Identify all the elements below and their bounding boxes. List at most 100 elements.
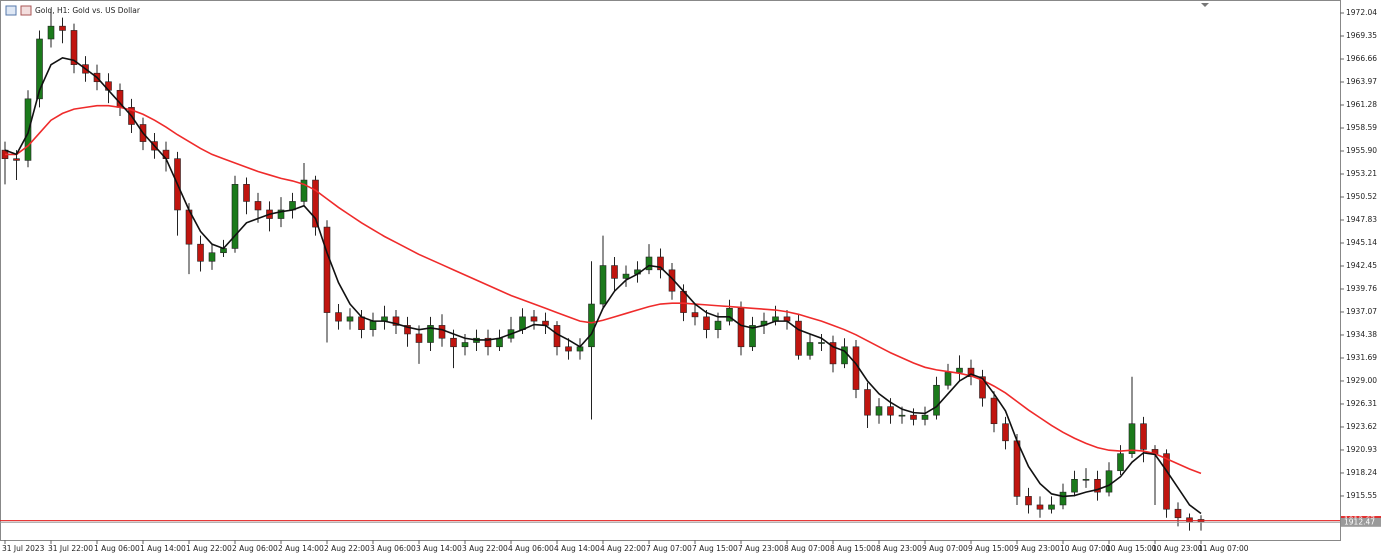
y-tick-label: 1945.14 — [1346, 238, 1377, 247]
x-tick-label: 9 Aug 07:00 — [922, 544, 968, 553]
x-tick-label: 1 Aug 06:00 — [94, 544, 140, 553]
x-tick-label: 8 Aug 15:00 — [830, 544, 876, 553]
candle-body — [427, 325, 434, 343]
y-tick-label: 1923.62 — [1346, 422, 1377, 431]
candle-body — [887, 406, 894, 416]
candle-body — [1013, 440, 1021, 497]
y-tick-label: 1918.24 — [1346, 468, 1377, 477]
x-tick-label: 10 Aug 15:00 — [1106, 544, 1157, 553]
candle-body — [910, 414, 917, 420]
candle-body — [726, 308, 733, 322]
shift-marker — [1201, 3, 1209, 7]
x-tick-label: 3 Aug 14:00 — [416, 544, 462, 553]
x-tick-label: 9 Aug 15:00 — [968, 544, 1014, 553]
candle-body — [944, 372, 952, 386]
candle-body — [484, 337, 492, 348]
x-tick-label: 4 Aug 22:00 — [600, 544, 646, 553]
candle-body — [1163, 453, 1170, 510]
candle-body — [197, 243, 204, 262]
candle-body — [24, 98, 32, 161]
x-tick-label: 8 Aug 07:00 — [784, 544, 830, 553]
candle-body — [1140, 423, 1147, 450]
candle-body — [933, 384, 940, 416]
candle-body — [588, 303, 595, 348]
candle-body — [645, 256, 653, 271]
candle-body — [921, 414, 929, 420]
x-tick-label: 8 Aug 23:00 — [876, 544, 922, 553]
candle-body — [657, 256, 664, 271]
candle-body — [668, 269, 676, 292]
candle-body — [254, 201, 262, 211]
candle-body — [979, 376, 986, 399]
y-tick-label: 1929.00 — [1346, 376, 1377, 385]
candle-body — [875, 406, 883, 416]
candle-body — [1025, 496, 1032, 506]
price-label-box — [1341, 517, 1381, 527]
candle-body — [622, 273, 630, 279]
x-tick-label: 4 Aug 14:00 — [554, 544, 600, 553]
chart-title: Gold, H1: Gold vs. US Dollar — [35, 6, 141, 15]
x-tick-label: 2 Aug 22:00 — [324, 544, 370, 553]
candle-body — [358, 316, 365, 330]
candle-body — [599, 265, 607, 305]
y-tick-label: 1947.83 — [1346, 215, 1377, 224]
candle-body — [898, 414, 906, 417]
candle-body — [841, 346, 848, 365]
candle-body — [530, 316, 538, 322]
candle-body — [208, 252, 216, 262]
y-tick-label: 1926.31 — [1346, 399, 1377, 408]
candle-body — [70, 30, 78, 65]
candle-body — [231, 184, 239, 249]
candle-body — [36, 38, 43, 100]
candle-body — [13, 158, 20, 161]
candle-body — [714, 320, 722, 330]
candle-body — [818, 342, 825, 344]
candle-body — [990, 397, 998, 425]
y-tick-label: 1920.93 — [1346, 445, 1377, 454]
y-tick-label: 1934.38 — [1346, 330, 1377, 339]
indicator-line — [5, 104, 1202, 475]
candle-body — [1082, 478, 1090, 481]
y-tick-label: 1915.55 — [1346, 491, 1377, 500]
candle-body — [1128, 423, 1136, 454]
x-tick-label: 3 Aug 06:00 — [370, 544, 416, 553]
candle-body — [1186, 517, 1193, 523]
candle-body — [335, 312, 342, 322]
candle-body — [737, 308, 745, 348]
candle-body — [461, 342, 469, 348]
candle-body — [1002, 423, 1009, 442]
candle-body — [1059, 491, 1067, 506]
y-tick-label: 1931.69 — [1346, 353, 1377, 362]
symbol-icon — [5, 5, 17, 16]
candle-body — [404, 325, 411, 335]
candle-body — [243, 184, 250, 202]
y-tick-label: 1963.97 — [1346, 77, 1377, 86]
candle-body — [956, 367, 963, 373]
candle-body — [553, 325, 561, 348]
y-tick-label: 1953.21 — [1346, 169, 1377, 178]
candle-body — [1094, 478, 1101, 493]
y-tick-label: 1955.90 — [1346, 146, 1377, 155]
candle-body — [749, 325, 756, 348]
candle-body — [300, 179, 308, 202]
candle-body — [864, 389, 871, 416]
candle-body — [369, 320, 377, 330]
x-tick-label: 2 Aug 06:00 — [232, 544, 278, 553]
x-tick-label: 1 Aug 14:00 — [140, 544, 186, 553]
x-tick-label: 4 Aug 06:00 — [508, 544, 554, 553]
candle-body — [1036, 504, 1044, 510]
candle-body — [346, 316, 354, 322]
x-tick-label: 7 Aug 23:00 — [738, 544, 784, 553]
candle-body — [59, 25, 66, 31]
x-tick-label: 10 Aug 07:00 — [1060, 544, 1111, 553]
candle-body — [450, 337, 457, 348]
candle-body — [565, 346, 572, 352]
x-tick-label: 9 Aug 23:00 — [1014, 544, 1060, 553]
y-tick-label: 1937.07 — [1346, 307, 1377, 316]
candle-body — [1174, 508, 1182, 519]
candle-body — [806, 342, 814, 356]
candle-body — [1117, 453, 1124, 472]
candle-body — [277, 209, 285, 219]
x-tick-label: 3 Aug 22:00 — [462, 544, 508, 553]
